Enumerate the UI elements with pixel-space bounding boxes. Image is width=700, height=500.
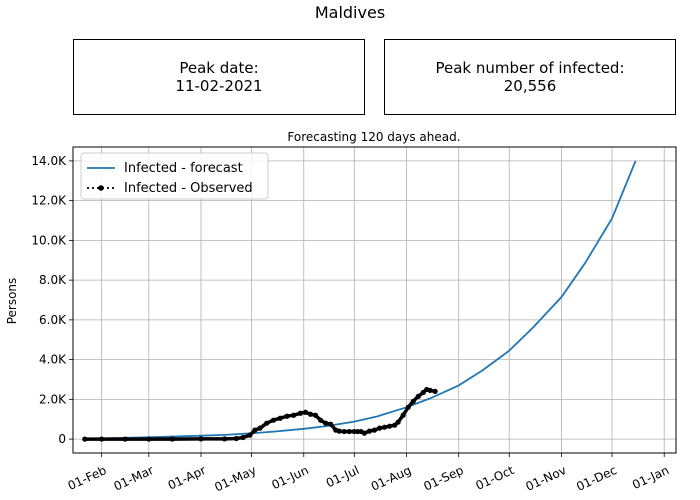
observed-point: [427, 387, 433, 394]
observed-point: [392, 422, 398, 428]
observed-point: [122, 436, 128, 442]
legend-box: [80, 152, 269, 200]
observed-point: [270, 417, 277, 423]
observed-point: [400, 412, 406, 418]
observed-point: [336, 428, 342, 434]
x-tick-label: 01-Nov: [524, 463, 569, 494]
observed-point: [252, 427, 258, 433]
legend: Infected - forecast Infected - Observed: [80, 152, 269, 200]
y-tick-label: 6.0K: [39, 313, 67, 327]
observed-point: [284, 413, 290, 419]
observed-point: [99, 436, 105, 442]
observed-point: [366, 428, 373, 434]
legend-label: Infected - forecast: [124, 161, 243, 176]
peak-date-value: 11-02-2021: [175, 77, 263, 95]
observed-point: [169, 436, 175, 442]
observed-point: [240, 434, 246, 441]
x-tick-label: 01-Jul: [324, 463, 361, 490]
peak-count-box: Peak number of infected: 20,556: [384, 39, 676, 115]
chart-title: Forecasting 120 days ahead.: [287, 130, 460, 144]
observed-point: [361, 430, 367, 436]
x-tick-label: 01-Feb: [66, 463, 109, 493]
observed-point: [221, 436, 228, 442]
observed-point: [302, 409, 309, 415]
x-tick-label: 01-Sep: [422, 463, 466, 494]
observed-point: [371, 427, 378, 433]
observed-point: [146, 436, 152, 442]
x-tick-label: 01-Jun: [269, 463, 310, 492]
observed-point: [328, 421, 334, 427]
observed-point: [323, 420, 329, 426]
x-tick-label: 01-Jan: [630, 463, 671, 492]
observed-point: [376, 425, 383, 431]
peak-date-label: Peak date:: [179, 59, 259, 77]
observed-point: [346, 428, 352, 435]
observed-point: [247, 432, 253, 438]
figure-title: Maldives: [314, 3, 386, 22]
y-tick-label: 10.0K: [31, 233, 67, 247]
observed-point: [420, 389, 426, 395]
observed-point: [198, 436, 204, 442]
observed-point: [291, 412, 297, 418]
x-tick-label: 01-Apr: [166, 463, 208, 493]
observed-point: [257, 425, 263, 431]
x-tick-label: 01-Oct: [473, 463, 516, 493]
y-tick-label: 14.0K: [31, 154, 67, 168]
legend-label: Infected - Observed: [124, 181, 253, 196]
observed-point: [432, 388, 438, 395]
y-tick-label: 12.0K: [31, 194, 67, 208]
observed-point: [307, 411, 314, 417]
observed-point: [233, 435, 239, 442]
observed-point: [82, 436, 88, 442]
peak-date-box: Peak date: 11-02-2021: [73, 39, 365, 115]
observed-point: [387, 423, 393, 429]
series-layer: [82, 160, 637, 442]
observed-point: [410, 398, 416, 404]
y-tick-label: 4.0K: [39, 353, 67, 367]
forecast-line: [84, 160, 637, 440]
observed-point: [264, 420, 270, 426]
plot-frame: [72, 146, 677, 454]
y-tick-label: 2.0K: [39, 392, 67, 406]
y-axis-label: Persons: [5, 278, 19, 325]
y-tick-label: 8.0K: [39, 273, 67, 287]
observed-point: [297, 410, 303, 416]
observed-point: [341, 428, 347, 435]
observed-point: [318, 417, 324, 423]
observed-point: [395, 419, 401, 425]
observed-point: [415, 393, 421, 399]
x-tick-label: 01-Mar: [112, 463, 156, 494]
legend-marker-observed: [98, 185, 104, 191]
observed-point: [405, 404, 411, 410]
y-tick-label: 0: [58, 432, 66, 446]
x-tick-label: 01-May: [212, 463, 258, 494]
x-tick-label: 01-Aug: [369, 463, 414, 494]
peak-count-label: Peak number of infected:: [435, 59, 625, 77]
observed-point: [277, 415, 283, 421]
observed-point: [312, 412, 319, 418]
observed-point: [382, 424, 388, 430]
x-tick-label: 01-Dec: [574, 463, 619, 494]
peak-count-value: 20,556: [503, 77, 557, 95]
